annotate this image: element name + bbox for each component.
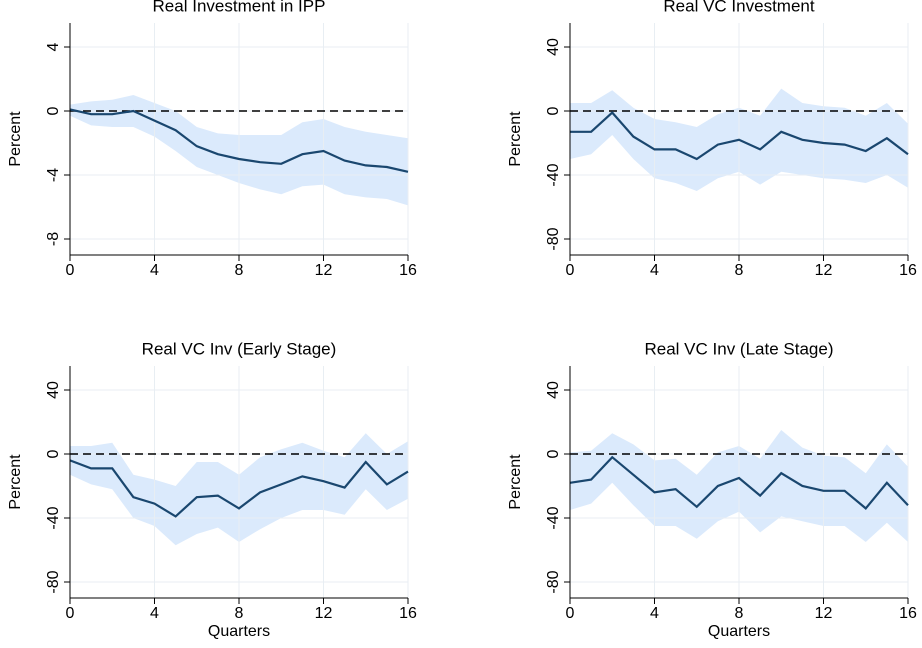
x-tick-label: 4 xyxy=(650,262,659,279)
panel: Real Investment in IPP 4 0 -4 -8 0 4 8 12 16 Perce… xyxy=(7,0,417,279)
y-tick-label: 0 xyxy=(545,106,562,115)
x-axis-label: Quarters xyxy=(708,623,770,640)
chart-title: Real VC Inv (Early Stage) xyxy=(142,339,337,358)
x-tick-label: 12 xyxy=(815,262,833,279)
y-axis-label: Percent xyxy=(7,111,24,167)
y-axis-label: Percent xyxy=(507,454,524,510)
x-tick-label: 12 xyxy=(815,605,833,622)
estimate-line xyxy=(570,111,909,161)
x-tick-label: 4 xyxy=(650,605,659,622)
y-tick-label: 40 xyxy=(545,381,562,399)
estimate-line xyxy=(69,459,409,518)
x-tick-label: 4 xyxy=(150,262,159,279)
x-tick-label: 16 xyxy=(899,262,917,279)
x-tick-label: 0 xyxy=(566,605,575,622)
x-tick-label: 0 xyxy=(566,262,575,279)
chart-title: Real VC Investment xyxy=(663,0,814,15)
y-tick-label: -80 xyxy=(45,570,62,593)
x-tick-label: 16 xyxy=(399,605,417,622)
y-tick-label: -8 xyxy=(45,232,62,246)
y-tick-label: 40 xyxy=(545,38,562,56)
x-tick-label: 0 xyxy=(66,605,75,622)
estimate-line xyxy=(569,455,909,510)
y-tick-label: 0 xyxy=(45,106,62,115)
y-tick-label: -40 xyxy=(45,506,62,529)
y-tick-label: -40 xyxy=(545,506,562,529)
y-axis-label: Percent xyxy=(7,454,24,510)
x-tick-label: 4 xyxy=(150,605,159,622)
y-tick-label: -4 xyxy=(45,168,62,182)
y-tick-label: 40 xyxy=(45,381,62,399)
estimate-line xyxy=(69,108,409,173)
x-tick-label: 8 xyxy=(235,262,244,279)
x-tick-label: 12 xyxy=(315,262,333,279)
chart-title: Real Investment in IPP xyxy=(153,0,326,15)
y-tick-label: -40 xyxy=(545,163,562,186)
y-tick-label: -80 xyxy=(545,570,562,593)
y-tick-label: 0 xyxy=(45,449,62,458)
x-tick-label: 8 xyxy=(235,605,244,622)
y-tick-label: 0 xyxy=(545,449,562,458)
x-tick-label: 16 xyxy=(899,605,917,622)
x-axis-label: Quarters xyxy=(208,623,270,640)
x-tick-label: 12 xyxy=(315,605,333,622)
y-axis-label: Percent xyxy=(507,111,524,167)
x-tick-label: 0 xyxy=(66,262,75,279)
x-tick-label: 16 xyxy=(399,262,417,279)
y-tick-label: -80 xyxy=(545,227,562,250)
chart-title: Real VC Inv (Late Stage) xyxy=(645,339,834,358)
y-tick-label: 4 xyxy=(45,42,62,51)
x-tick-label: 8 xyxy=(735,262,744,279)
panel: Real VC Inv (Late Stage)400-40-800 4 8 12 16… xyxy=(507,339,917,640)
panel: Real VC Inv (Early Stage)400-40-800 4 8 12 1… xyxy=(7,339,417,640)
x-tick-label: 8 xyxy=(735,605,744,622)
